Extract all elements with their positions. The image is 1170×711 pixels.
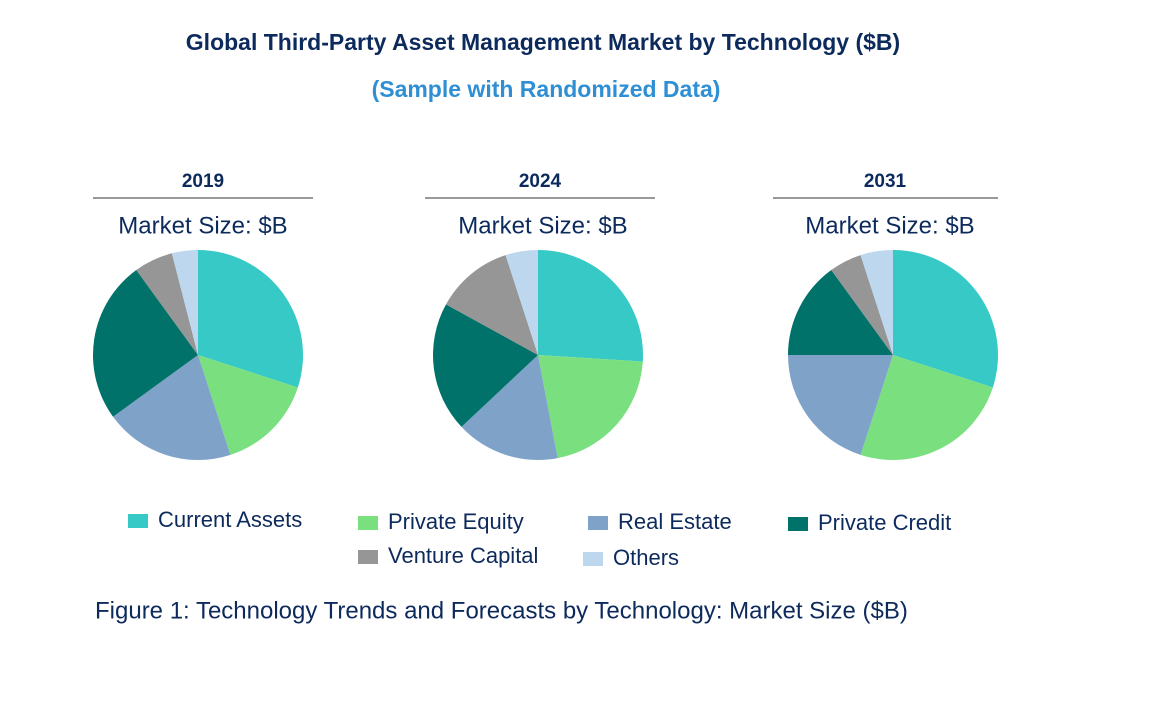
legend-label: Venture Capital (388, 543, 538, 568)
pie-slice (171, 250, 198, 355)
pie-slice (136, 253, 198, 355)
pie-slice (893, 250, 999, 388)
legend-swatch (128, 514, 148, 528)
legend-swatch (583, 552, 603, 566)
pie-slice (860, 355, 993, 460)
legend-label: Current Assets (158, 507, 302, 532)
pie-slice (445, 255, 538, 355)
pie-slice (198, 355, 298, 455)
chart-title: Global Third-Party Asset Management Mark… (186, 29, 900, 55)
caption: Figure 1: Technology Trends and Forecast… (95, 597, 908, 624)
pie-subtitle: Market Size: $B (118, 212, 287, 239)
pie-slice (788, 355, 893, 455)
legend-label: Private Equity (388, 509, 524, 534)
legend-label: Others (613, 545, 679, 570)
legend-label: Real Estate (618, 509, 732, 534)
pie-slice (831, 255, 893, 355)
pie-title: 2019 (182, 171, 224, 192)
legend-label: Private Credit (818, 510, 951, 535)
pie-slice (788, 270, 893, 355)
pie-slice (505, 250, 538, 355)
pie-slice (461, 355, 558, 461)
pie-slice (198, 250, 303, 388)
pie-slice (432, 304, 538, 427)
legend-swatch (358, 550, 378, 564)
chart-subtitle: (Sample with Randomized Data) (372, 76, 721, 102)
legend-swatch (588, 516, 608, 530)
pie-slice (538, 250, 643, 362)
pie-slice (538, 355, 643, 459)
pie-title: 2031 (864, 171, 907, 192)
pie-title: 2024 (519, 171, 562, 192)
pie-subtitle: Market Size: $B (458, 212, 627, 239)
pie-slice (93, 270, 198, 417)
legend-swatch (788, 517, 808, 531)
legend-swatch (358, 516, 378, 530)
pie-slice (113, 355, 231, 460)
pie-subtitle: Market Size: $B (805, 212, 974, 239)
pie-slice (860, 250, 893, 355)
